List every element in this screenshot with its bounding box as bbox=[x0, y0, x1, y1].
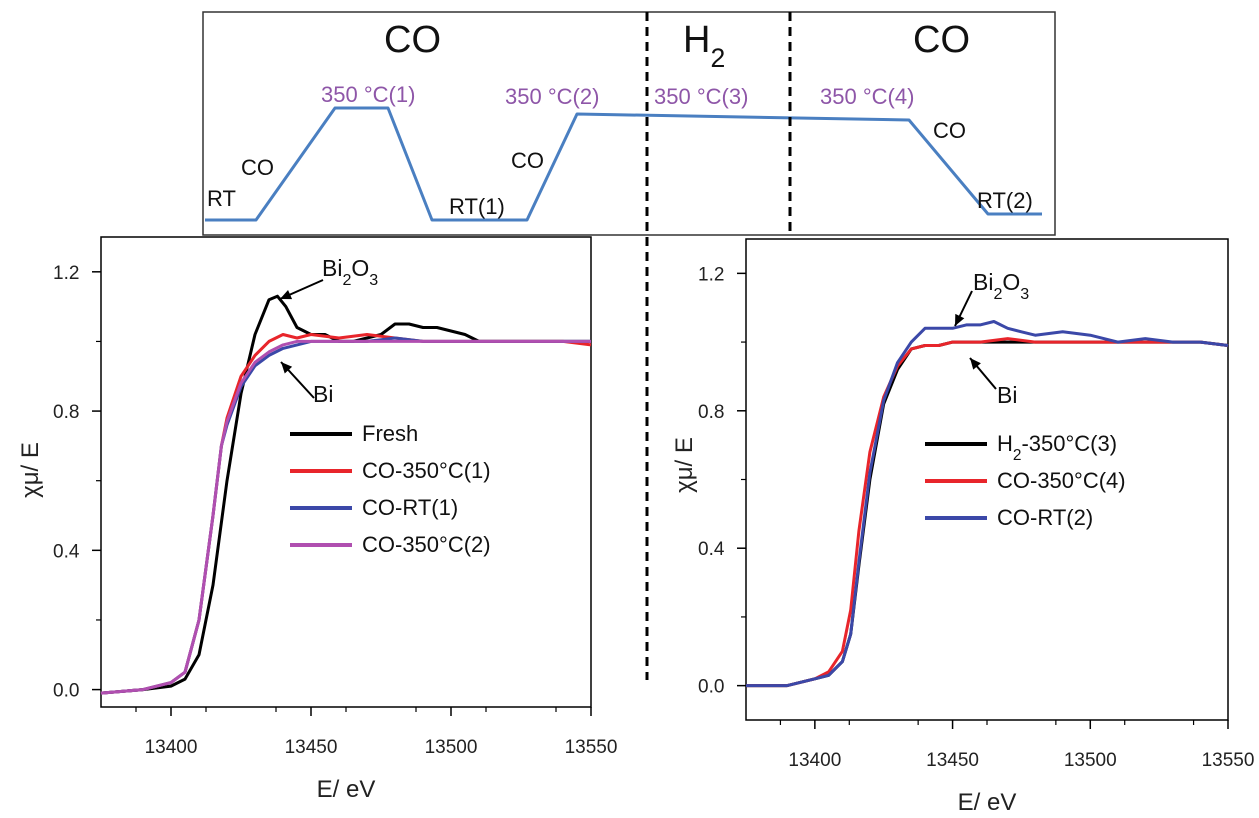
annotation-label: Bi2O3 bbox=[322, 255, 378, 289]
series-line bbox=[746, 320, 1229, 688]
x-axis-title: E/ eV bbox=[317, 776, 376, 803]
step-label-rt-2: RT(2) bbox=[977, 188, 1033, 213]
annotation-arrowhead bbox=[281, 362, 293, 374]
step-label-co-ramp: CO bbox=[241, 155, 274, 180]
xanes-chart-left: 13400 13450 13500 13550 0.0 0.4 0.8 1.2 E/ eV χμ/… bbox=[17, 236, 618, 803]
temperature-profile-line bbox=[205, 106, 1042, 222]
series-line bbox=[100, 333, 592, 695]
x-tick-label: 13400 bbox=[145, 737, 198, 758]
series-line bbox=[100, 339, 591, 695]
x-tick-label: 13500 bbox=[425, 737, 478, 758]
y-tick-label: 0.0 bbox=[698, 677, 724, 698]
legend-label: CO-RT(2) bbox=[997, 505, 1093, 530]
y-tick-label: 1.2 bbox=[53, 263, 79, 284]
y-tick-label: 0.4 bbox=[698, 539, 725, 560]
annotation-arrowhead bbox=[280, 289, 293, 300]
legend: H2-350°C(3) CO-350°C(4) CO-RT(2) bbox=[925, 431, 1126, 530]
step-label-350c-1: 350 °C(1) bbox=[321, 82, 415, 107]
legend-label: CO-350°C(1) bbox=[362, 458, 491, 483]
gas-section-label: H2 bbox=[683, 19, 725, 73]
step-label-350c-2: 350 °C(2) bbox=[505, 84, 599, 109]
xanes-chart-right: 13400 13450 13500 13550 0.0 0.4 0.8 1.2 E/ eV χμ/… bbox=[671, 238, 1255, 816]
series-line bbox=[746, 337, 1229, 688]
legend-label: CO-350°C(2) bbox=[362, 532, 491, 557]
y-tick-label: 0.8 bbox=[53, 402, 79, 423]
annotation-label: Bi bbox=[997, 382, 1017, 408]
step-label-rt: RT bbox=[207, 186, 236, 211]
y-axis-title: χμ/ E bbox=[671, 437, 698, 493]
x-tick-label: 13550 bbox=[565, 737, 618, 758]
annotation-label: Bi2O3 bbox=[973, 269, 1029, 303]
x-tick-label: 13550 bbox=[1202, 750, 1255, 771]
gas-section-label: CO bbox=[913, 19, 970, 61]
x-tick-label: 13450 bbox=[926, 750, 979, 771]
step-label-350c-4: 350 °C(4) bbox=[820, 84, 914, 109]
step-label-co-ramp: CO bbox=[511, 148, 544, 173]
step-label-co-cool: CO bbox=[933, 118, 966, 143]
x-tick-label: 13450 bbox=[285, 737, 338, 758]
y-tick-label: 0.8 bbox=[698, 402, 724, 423]
legend-label: H2-350°C(3) bbox=[997, 431, 1117, 464]
legend-label: CO-RT(1) bbox=[362, 495, 458, 520]
schedule-border bbox=[202, 11, 1056, 236]
annotation-arrowhead bbox=[970, 358, 981, 370]
series-line bbox=[100, 336, 591, 695]
x-tick-label: 13500 bbox=[1064, 750, 1117, 771]
y-axis-title: χμ/ E bbox=[17, 442, 44, 498]
x-tick-label: 13400 bbox=[788, 750, 841, 771]
annotation-arrowhead bbox=[955, 313, 965, 326]
series-line bbox=[746, 340, 1229, 688]
x-axis-title: E/ eV bbox=[958, 789, 1017, 816]
annotation-label: Bi bbox=[313, 381, 333, 407]
legend-label: Fresh bbox=[362, 421, 418, 446]
gas-section-label: CO bbox=[384, 19, 441, 61]
step-label-350c-3: 350 °C(3) bbox=[654, 84, 748, 109]
legend: Fresh CO-350°C(1) CO-RT(1) CO-350°C(2) bbox=[290, 421, 491, 557]
y-tick-label: 1.2 bbox=[698, 264, 724, 285]
legend-label: CO-350°C(4) bbox=[997, 468, 1126, 493]
y-tick-label: 0.0 bbox=[53, 681, 79, 702]
y-tick-label: 0.4 bbox=[53, 541, 80, 562]
series-line bbox=[100, 294, 591, 695]
step-label-rt-1: RT(1) bbox=[449, 194, 505, 219]
